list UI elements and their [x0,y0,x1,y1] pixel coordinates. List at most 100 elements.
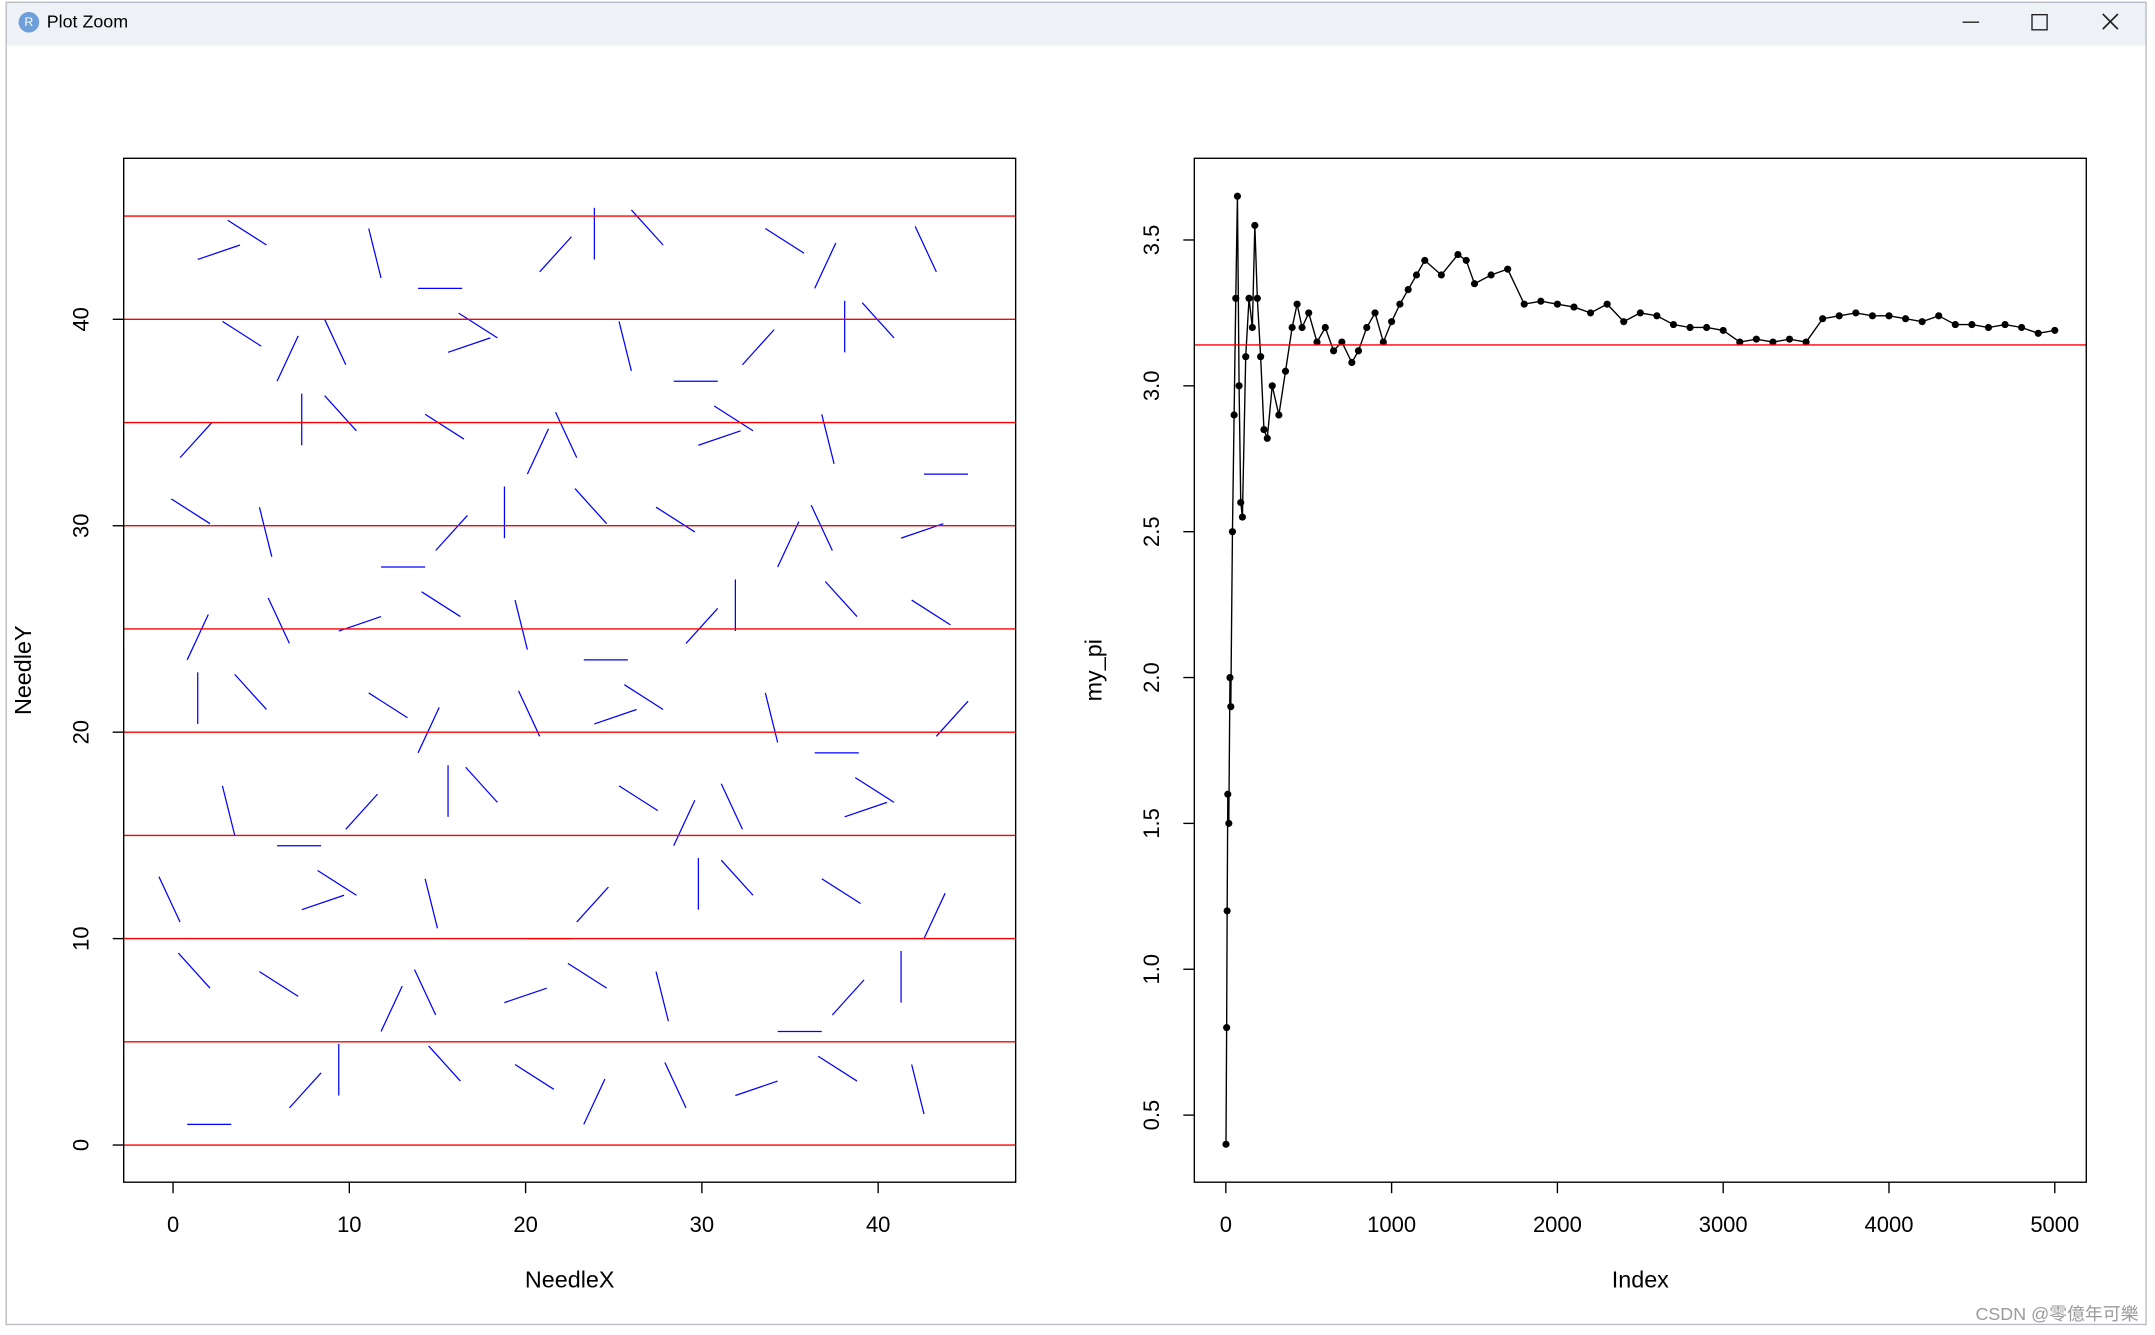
pi-point [1281,367,1290,375]
pi-point [1487,271,1495,279]
pi-point [1769,338,1777,346]
y-tick-label: 10 [68,926,93,950]
y-tick-label: 0.5 [1139,1100,1164,1131]
needle [465,766,498,803]
needle [380,985,403,1032]
pi-point [1330,347,1338,355]
pi-point [1984,323,1993,332]
y-tick-label: 0 [68,1139,93,1151]
needle [458,312,498,339]
needle [514,1064,555,1090]
needle [227,219,267,246]
needle [911,1064,925,1115]
needle [923,892,946,939]
pi-point [1253,294,1261,302]
pi-point [1224,790,1232,798]
needle [655,971,669,1022]
pi-point [1321,323,1329,332]
pi-point [1248,323,1256,332]
needle [555,411,578,458]
needle [741,329,775,366]
needle [583,1078,606,1125]
pi-point [1268,382,1276,390]
needle [234,673,267,710]
pi-point [1298,323,1306,332]
pi-point [1388,318,1396,326]
needle [197,244,241,261]
needle [428,1045,461,1082]
pi-point [1263,434,1271,442]
pi-point [1230,411,1238,419]
needle [258,507,273,557]
pi-point [1363,323,1371,332]
needle [735,1080,778,1097]
needle [664,1062,687,1109]
pi-point [1537,297,1545,305]
y-tick-label: 40 [68,307,93,331]
pi-point [1293,300,1301,308]
pi-point [1719,326,1727,334]
pi-point [1462,256,1470,264]
pi-point [1371,309,1379,317]
y-tick-label: 30 [68,514,93,538]
pi-point [1968,320,1976,329]
maximize-button[interactable] [2031,13,2048,31]
pi-point [1396,300,1404,308]
x-tick-label: 20 [513,1212,537,1237]
pi-point [1819,315,1827,323]
needle [504,987,547,1004]
pi-point [1379,338,1387,346]
pi-point [1703,323,1711,332]
needle [514,599,528,650]
pi-point [1223,1024,1231,1032]
close-button[interactable] [2102,13,2119,30]
needle [424,878,439,929]
needle [854,777,895,803]
needle [368,692,408,719]
pi-point [1603,300,1611,308]
pi-point [1935,312,1943,320]
pi-point [1288,323,1296,332]
needle [158,876,181,923]
pi-point [1354,347,1363,355]
needle [685,607,719,644]
pi-point [1901,315,1910,323]
title-bar [5,1,2147,46]
pi-point [1470,280,1479,288]
needle [810,504,833,551]
needle [317,869,357,896]
needle [720,859,754,896]
pi-point [1226,673,1234,682]
x-tick-label: 2000 [1533,1212,1582,1237]
pi-point [1404,285,1412,294]
pi-point [1520,300,1528,308]
y-tick-label: 1.0 [1139,954,1164,985]
pi-point [1802,338,1810,346]
pi-point [2051,326,2059,334]
pi-point [1570,303,1578,311]
pi-point [1636,309,1644,317]
window-border [5,1,2147,1326]
pi-point [1338,338,1346,346]
y-axis-label: my_pi [1081,639,1107,701]
pi-point [1421,256,1429,264]
window-title: Plot Zoom [47,12,128,32]
pi-point [1752,335,1760,343]
y-tick-label: 3.5 [1139,225,1164,256]
pi-point [1227,703,1235,711]
needle [421,591,461,618]
x-tick-label: 4000 [1865,1212,1914,1237]
pi-point [1785,335,1794,343]
needle [618,785,659,812]
y-tick-label: 2.5 [1139,516,1164,547]
needle [765,227,805,254]
pi-point [1885,312,1893,320]
needle [861,302,895,339]
needle [324,319,347,365]
needle [259,971,299,997]
needle [177,952,211,989]
plot-box [123,157,1017,1183]
needle [517,690,541,737]
y-tick-label: 1.5 [1139,808,1164,839]
